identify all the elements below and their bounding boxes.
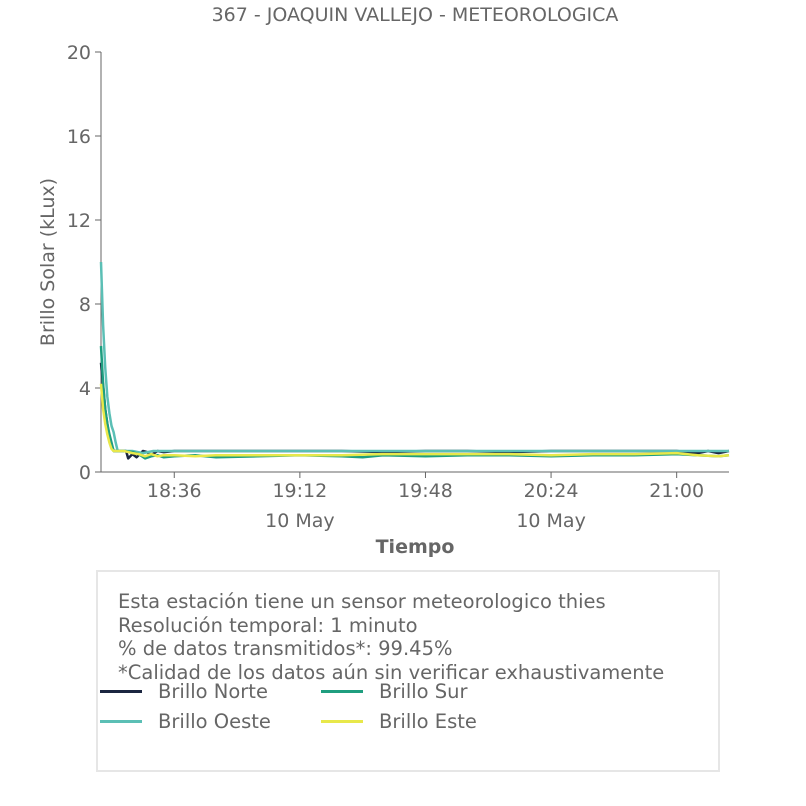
y-tick-label: 0 xyxy=(79,462,91,484)
info-text: Esta estación tiene un sensor meteorolog… xyxy=(118,590,664,684)
chart: 367 - JOAQUIN VALLEJO - METEOROLOGICA Br… xyxy=(37,4,730,558)
legend-label-oeste: Brillo Oeste xyxy=(158,710,271,733)
x-tick-label: 21:00 xyxy=(649,480,704,502)
series-line-brillo-este xyxy=(99,383,730,458)
y-tick-label: 12 xyxy=(67,210,91,232)
legend-label-norte: Brillo Norte xyxy=(158,680,268,703)
legend-item-norte: Brillo Norte xyxy=(100,680,268,703)
y-axis-label: Brillo Solar (kLux) xyxy=(37,178,59,346)
chart-title: 367 - JOAQUIN VALLEJO - METEOROLOGICA xyxy=(212,4,619,26)
x-tick-label: 19:12 xyxy=(272,480,327,502)
info-line-sensor: Esta estación tiene un sensor meteorolog… xyxy=(118,590,606,613)
info-box: Esta estación tiene un sensor meteorolog… xyxy=(96,570,720,772)
y-tick-label: 4 xyxy=(79,378,91,400)
y-ticks: 0 4 8 12 16 20 xyxy=(67,42,101,484)
series-line-brillo-sur xyxy=(99,345,730,460)
legend-label-este: Brillo Este xyxy=(379,710,477,733)
x-tick-date-label: 10 May xyxy=(265,510,335,532)
legend-swatch-oeste xyxy=(100,720,142,723)
info-line-quality: *Calidad de los datos aún sin verificar … xyxy=(118,660,665,684)
legend-item-este: Brillo Este xyxy=(321,710,477,733)
legend-swatch-este xyxy=(321,720,363,723)
series-line-brillo-norte xyxy=(99,362,730,460)
x-ticks: 18:36 19:12 10 May 19:48 20:24 10 May 21:00 xyxy=(147,472,704,532)
legend-label-sur: Brillo Sur xyxy=(379,680,468,703)
y-tick-label: 8 xyxy=(79,294,91,316)
legend-item-sur: Brillo Sur xyxy=(321,680,468,703)
series-group xyxy=(99,261,730,460)
legend-swatch-norte xyxy=(100,690,142,693)
y-tick-label: 16 xyxy=(67,126,91,148)
legend-item-oeste: Brillo Oeste xyxy=(100,710,271,733)
info-line-resolution: Resolución temporal: 1 minuto xyxy=(118,613,418,637)
x-tick-label: 20:24 xyxy=(524,480,579,502)
series-line-brillo-oeste xyxy=(99,261,729,455)
y-tick-label: 20 xyxy=(67,42,91,64)
legend-swatch-sur xyxy=(321,690,363,693)
x-tick-label: 19:48 xyxy=(398,480,453,502)
info-line-transmitted: % de datos transmitidos*: 99.45% xyxy=(118,637,453,660)
x-tick-label: 18:36 xyxy=(147,480,202,502)
x-tick-date-label: 10 May xyxy=(516,510,586,532)
x-axis-label: Tiempo xyxy=(376,536,455,558)
